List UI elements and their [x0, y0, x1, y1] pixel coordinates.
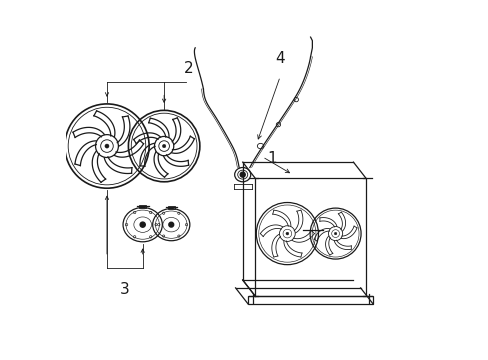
Circle shape	[334, 232, 336, 235]
Bar	[168, 206, 174, 209]
Text: 3: 3	[120, 282, 129, 297]
Circle shape	[105, 144, 109, 148]
Circle shape	[140, 222, 145, 227]
Text: 2: 2	[184, 62, 194, 76]
Circle shape	[168, 222, 173, 227]
Circle shape	[285, 232, 288, 235]
Bar	[139, 205, 146, 208]
Text: 4: 4	[275, 51, 285, 66]
Circle shape	[240, 172, 244, 177]
Bar	[247, 296, 372, 304]
Text: 1: 1	[267, 151, 277, 166]
Circle shape	[162, 144, 165, 148]
